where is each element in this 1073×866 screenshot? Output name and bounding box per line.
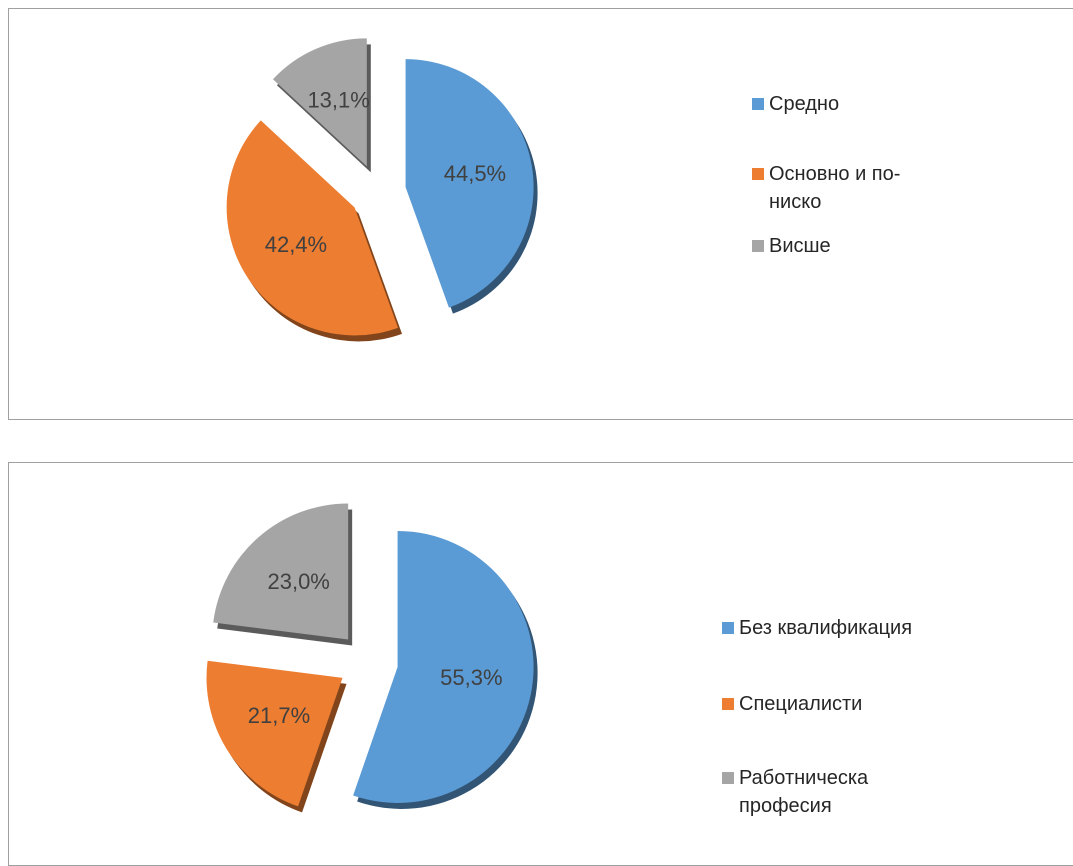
data-label: 13,1% [307,88,369,113]
legend-label: Основно и по-ниско [769,163,901,213]
legend-item: Без квалификация [722,614,939,642]
legend-label: Висше [769,235,831,257]
data-label: 55,3% [440,665,502,690]
data-label: 44,5% [444,161,506,186]
chart-frame [8,8,1073,420]
legend-item: Висше [752,232,939,260]
legend-item: Средно [752,90,939,118]
legend-swatch [722,698,734,710]
legend-item: Основно и по-ниско [752,160,939,216]
legend-label: Работническа професия [739,767,869,817]
slice [353,530,534,803]
slice [272,38,367,167]
legend-label: Специалисти [739,693,863,715]
slice [213,503,349,640]
slice [226,120,399,336]
legend-label: Без квалификация [739,617,913,639]
legend-item: Специалисти [722,690,939,718]
legend-swatch [752,168,764,180]
legend-label: Средно [769,93,840,115]
slice [206,660,343,807]
slice [405,59,534,308]
legend-swatch [752,98,764,110]
data-label: 21,7% [248,703,310,728]
data-label: 42,4% [265,232,327,257]
legend-swatch [722,622,734,634]
legend-item: Работническа професия [722,764,939,820]
legend-swatch [752,240,764,252]
legend-swatch [722,772,734,784]
data-label: 23,0% [267,569,329,594]
